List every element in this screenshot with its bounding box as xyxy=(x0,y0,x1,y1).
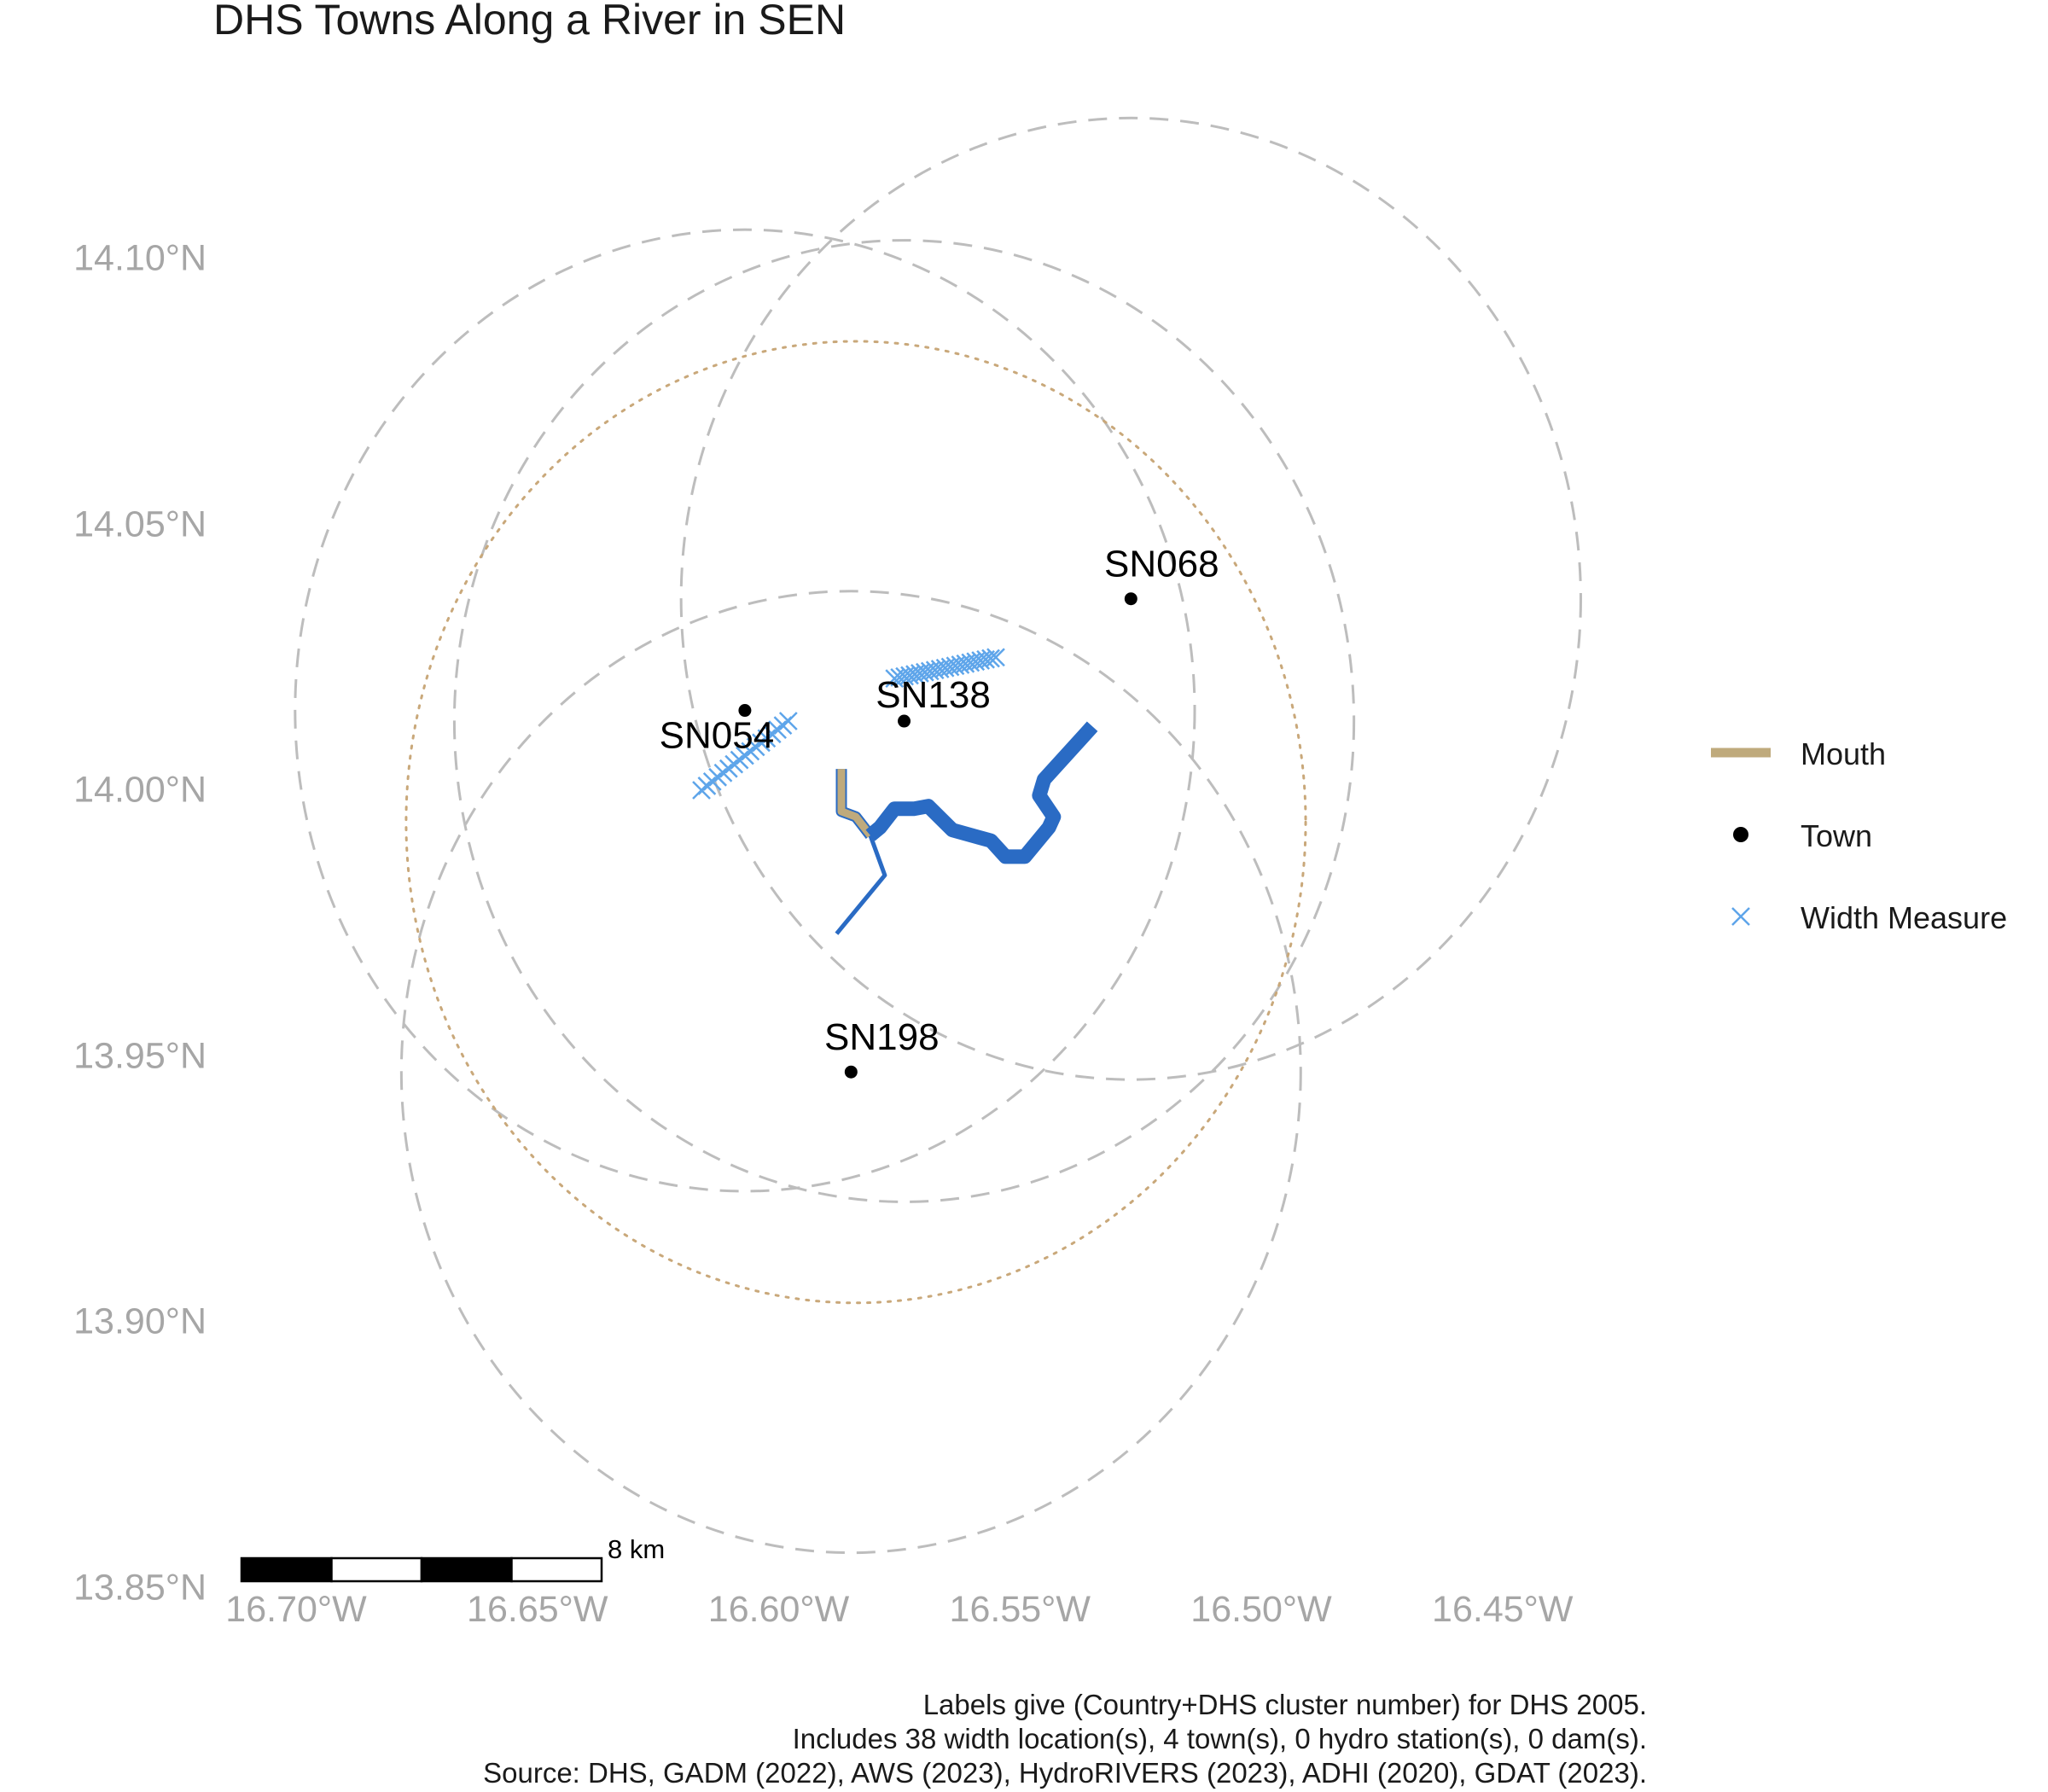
town-points: SN068 SN138 SN054 SN198 xyxy=(660,544,1219,1079)
town-point xyxy=(1124,592,1137,606)
y-tick-label: 13.85°N xyxy=(73,1567,207,1608)
town-label: SN138 xyxy=(876,674,991,716)
mouth-line-icon xyxy=(1711,748,1771,758)
river-network xyxy=(835,721,1098,935)
town-buffer-circles xyxy=(294,116,1582,1555)
town-point xyxy=(844,1065,858,1079)
y-tick-label: 14.05°N xyxy=(73,503,207,544)
town-label: SN198 xyxy=(824,1016,940,1058)
scale-bar-segment xyxy=(420,1556,513,1583)
caption: Labels give (Country+DHS cluster number)… xyxy=(282,1688,1647,1790)
scale-bar-segment xyxy=(240,1556,333,1583)
x-tick-label: 16.65°W xyxy=(467,1589,608,1630)
mouth-line xyxy=(837,769,874,838)
x-tick-label: 16.50°W xyxy=(1190,1589,1332,1630)
main-river-line xyxy=(865,721,1098,864)
scale-bar-segment xyxy=(510,1556,603,1583)
x-tick-label: 16.60°W xyxy=(707,1589,850,1630)
x-tick-label: 16.45°W xyxy=(1432,1589,1574,1630)
town-point xyxy=(898,714,911,728)
town-buffer-circle xyxy=(679,116,1582,1081)
caption-line-2: Includes 38 width location(s), 4 town(s)… xyxy=(792,1723,1647,1754)
y-tick-label: 14.00°N xyxy=(73,769,207,811)
width-measure-points xyxy=(692,648,1005,800)
town-point xyxy=(738,704,752,718)
y-tick-label: 13.95°N xyxy=(73,1035,207,1076)
y-tick-label: 13.90°N xyxy=(73,1300,207,1342)
town-buffer-circle xyxy=(294,228,1196,1193)
town-label: SN068 xyxy=(1104,544,1219,585)
cross-icon xyxy=(1731,907,1750,926)
legend-label-town: Town xyxy=(1801,818,1873,853)
town-buffer-circle xyxy=(399,590,1302,1555)
y-tick-label: 14.10°N xyxy=(73,237,207,279)
width-measure-cross xyxy=(981,649,1000,668)
caption-line-1: Labels give (Country+DHS cluster number)… xyxy=(922,1689,1647,1720)
x-tick-label: 16.70°W xyxy=(225,1589,367,1630)
caption-line-3: Source: DHS, GADM (2022), AWS (2023), Hy… xyxy=(483,1757,1647,1789)
x-tick-label: 16.55°W xyxy=(949,1589,1091,1630)
width-measure-cross xyxy=(986,648,1005,667)
width-measure-cross xyxy=(778,712,798,730)
mouth-buffer-circle xyxy=(404,340,1307,1305)
town-buffer-circle xyxy=(452,239,1356,1203)
mouth-buffer-circle xyxy=(404,340,1307,1305)
legend-label-mouth: Mouth xyxy=(1801,736,1887,771)
town-dot-icon xyxy=(1733,827,1748,842)
scale-bar-label: 8 km xyxy=(608,1534,666,1564)
map-title: DHS Towns Along a River in SEN xyxy=(213,0,847,44)
legend-label-width-measure: Width Measure xyxy=(1801,900,2008,935)
scale-bar xyxy=(240,1556,603,1583)
tributary-line xyxy=(835,835,887,935)
scale-bar-segment xyxy=(330,1556,423,1583)
town-label: SN054 xyxy=(660,715,775,757)
